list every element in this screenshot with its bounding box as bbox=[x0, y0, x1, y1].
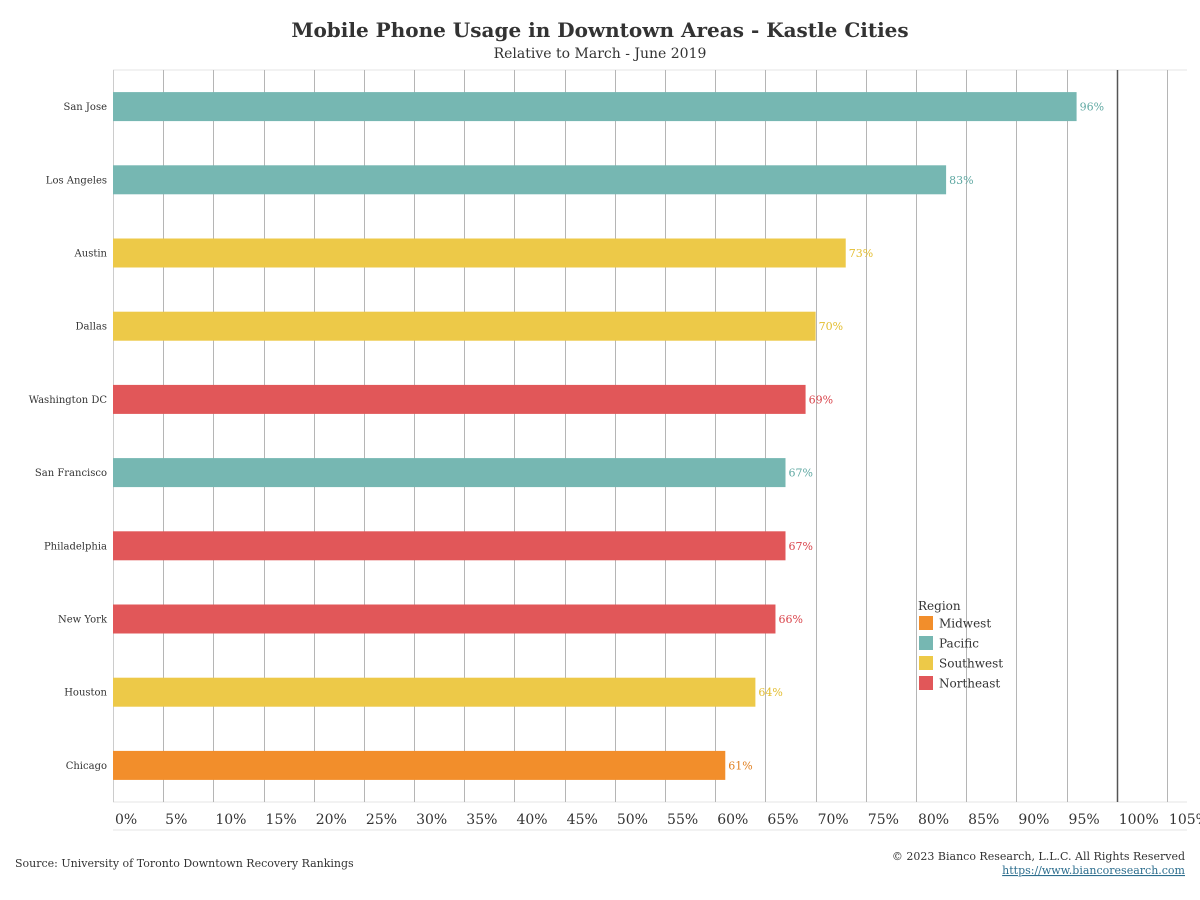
bar-austin bbox=[113, 238, 846, 268]
bar-chicago bbox=[113, 750, 726, 780]
category-label: Dallas bbox=[76, 322, 107, 333]
category-label: Philadelphia bbox=[44, 541, 107, 552]
category-label: Austin bbox=[74, 249, 108, 260]
x-tick-label: 50% bbox=[617, 812, 648, 828]
category-label: Los Angeles bbox=[46, 175, 107, 186]
bar-san-francisco bbox=[113, 458, 786, 488]
legend-label: Northeast bbox=[939, 677, 1000, 691]
data-label: 96% bbox=[1080, 101, 1104, 114]
legend-swatch-southwest bbox=[919, 656, 933, 670]
x-tick-label: 70% bbox=[818, 812, 849, 828]
x-tick-label: 20% bbox=[316, 812, 347, 828]
x-tick-label: 95% bbox=[1069, 812, 1100, 828]
bar-philadelphia bbox=[113, 531, 786, 561]
x-tick-label: 90% bbox=[1018, 812, 1049, 828]
data-labels: 96% 83% 73% 70% 69% 67% 67% 66% 64% 61% bbox=[728, 101, 1104, 773]
bar-houston bbox=[113, 677, 756, 707]
category-label: Chicago bbox=[66, 761, 107, 772]
x-tick-label: 40% bbox=[516, 812, 547, 828]
data-label: 70% bbox=[819, 320, 843, 333]
x-tick-label: 85% bbox=[968, 812, 999, 828]
x-tick-label: 60% bbox=[717, 812, 748, 828]
x-tick-label: 10% bbox=[215, 812, 246, 828]
data-label: 64% bbox=[758, 686, 782, 699]
category-label: Houston bbox=[64, 688, 107, 699]
legend: Region Midwest Pacific Southwest Northeast bbox=[918, 599, 1003, 691]
x-tick-label: 75% bbox=[868, 812, 899, 828]
legend-label: Southwest bbox=[939, 657, 1003, 671]
category-label: New York bbox=[58, 615, 108, 626]
category-label: San Jose bbox=[63, 102, 107, 113]
x-tick-label: 0% bbox=[115, 812, 137, 828]
x-tick-label: 35% bbox=[466, 812, 497, 828]
category-label: San Francisco bbox=[35, 468, 107, 479]
bar-san-jose bbox=[113, 92, 1077, 122]
data-label: 61% bbox=[728, 759, 752, 772]
x-tick-label: 80% bbox=[918, 812, 949, 828]
category-label: Washington DC bbox=[29, 395, 108, 406]
chart-subtitle: Relative to March - June 2019 bbox=[494, 46, 707, 62]
data-label: 67% bbox=[789, 540, 813, 553]
data-label: 66% bbox=[778, 613, 802, 626]
website-link[interactable]: https://www.biancoresearch.com bbox=[1002, 864, 1185, 877]
legend-label: Pacific bbox=[939, 637, 979, 651]
legend-title: Region bbox=[918, 599, 961, 613]
legend-label: Midwest bbox=[939, 617, 991, 631]
x-tick-label: 25% bbox=[366, 812, 397, 828]
data-label: 67% bbox=[789, 467, 813, 480]
category-labels: San Jose Los Angeles Austin Dallas Washingto… bbox=[29, 102, 108, 772]
data-label: 83% bbox=[949, 174, 973, 187]
chart-title: Mobile Phone Usage in Downtown Areas - K… bbox=[291, 18, 908, 42]
x-tick-label: 105% bbox=[1169, 812, 1200, 828]
data-label: 73% bbox=[849, 247, 873, 260]
legend-swatch-midwest bbox=[919, 616, 933, 630]
x-tick-label: 5% bbox=[165, 812, 187, 828]
x-tick-label: 45% bbox=[567, 812, 598, 828]
bar-los-angeles bbox=[113, 165, 947, 195]
legend-entries: Midwest Pacific Southwest Northeast bbox=[919, 616, 1003, 691]
x-tick-label: 55% bbox=[667, 812, 698, 828]
x-tick-label: 100% bbox=[1119, 812, 1159, 828]
source-note: Source: University of Toronto Downtown R… bbox=[15, 857, 354, 870]
bar-washington-dc bbox=[113, 384, 806, 414]
x-tick-label: 15% bbox=[266, 812, 297, 828]
data-label: 69% bbox=[809, 393, 833, 406]
bars bbox=[113, 92, 1077, 780]
bar-new-york bbox=[113, 604, 776, 634]
legend-swatch-pacific bbox=[919, 636, 933, 650]
x-tick-label: 65% bbox=[767, 812, 798, 828]
x-tick-label: 30% bbox=[416, 812, 447, 828]
bar-dallas bbox=[113, 311, 816, 341]
copyright-note: © 2023 Bianco Research, L.L.C. All Right… bbox=[892, 850, 1185, 863]
x-axis-tick-labels: 0% 5% 10% 15% 20% 25% 30% 35% 40% 45% 50% 55% 60% 65%… bbox=[115, 812, 1200, 828]
legend-swatch-northeast bbox=[919, 676, 933, 690]
